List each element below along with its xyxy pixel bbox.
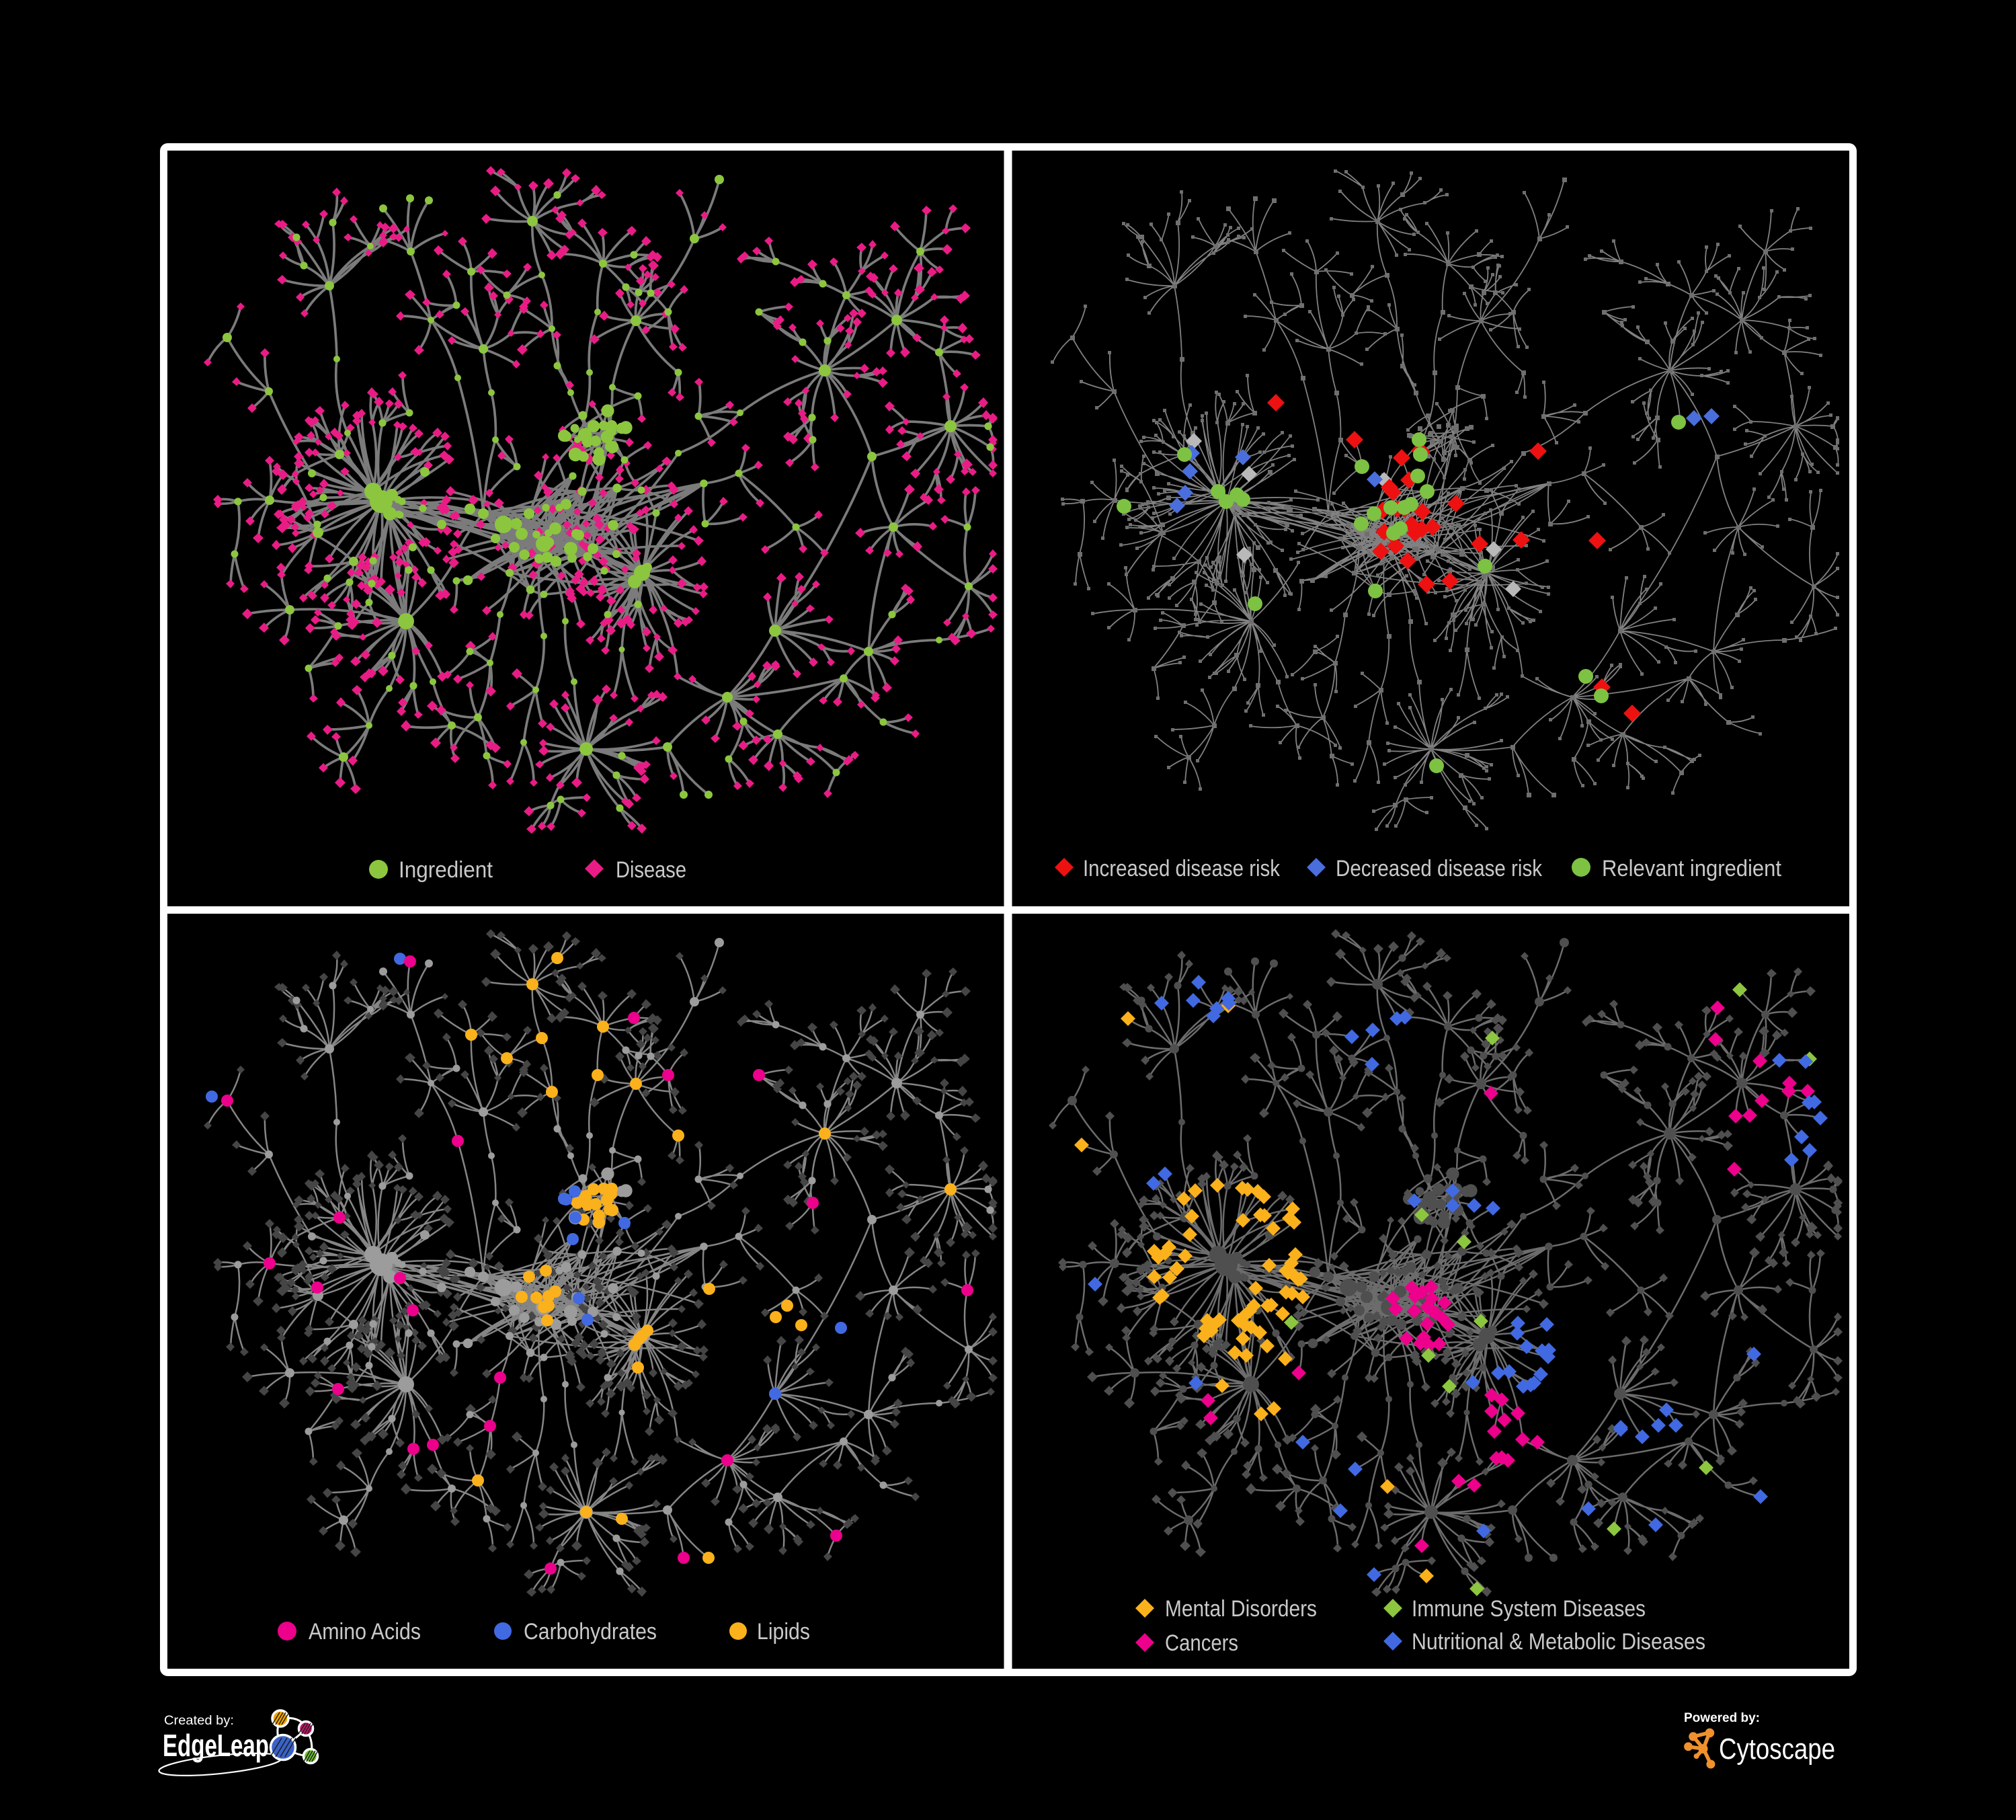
svg-text:Created by:: Created by: <box>164 1714 234 1728</box>
svg-text:Decreased disease risk: Decreased disease risk <box>1336 856 1543 881</box>
svg-text:Cytoscape: Cytoscape <box>1719 1733 1835 1766</box>
svg-text:Carbohydrates: Carbohydrates <box>524 1619 657 1645</box>
svg-text:Disease: Disease <box>616 857 686 883</box>
svg-text:Amino Acids: Amino Acids <box>309 1619 421 1645</box>
svg-text:Lipids: Lipids <box>757 1619 810 1645</box>
svg-text:Increased disease risk: Increased disease risk <box>1083 856 1281 881</box>
svg-text:Immune System Diseases: Immune System Diseases <box>1412 1596 1646 1622</box>
svg-text:Cancers: Cancers <box>1165 1630 1238 1656</box>
svg-text:Ingredient: Ingredient <box>399 857 493 883</box>
svg-text:Mental Disorders: Mental Disorders <box>1165 1596 1317 1622</box>
svg-text:Powered by:: Powered by: <box>1684 1711 1760 1725</box>
svg-text:Nutritional & Metabolic Diseas: Nutritional & Metabolic Diseases <box>1412 1629 1705 1655</box>
svg-text:EdgeLeap: EdgeLeap <box>163 1728 269 1763</box>
svg-text:Relevant ingredient: Relevant ingredient <box>1602 856 1782 881</box>
